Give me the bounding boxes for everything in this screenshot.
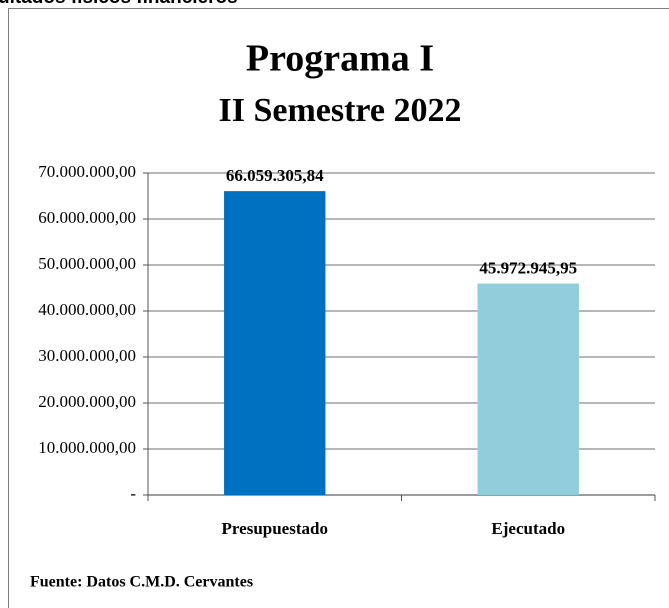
y-tick-label: 50.000.000,00 [38, 254, 136, 273]
y-tick-label: 30.000.000,00 [38, 346, 136, 365]
bar [224, 191, 326, 495]
x-tick-label: Presupuestado [222, 519, 328, 538]
y-tick-label: 60.000.000,00 [38, 208, 136, 227]
y-tick-label: - [130, 484, 136, 503]
y-tick-label: 70.000.000,00 [38, 162, 136, 181]
y-tick-label: 20.000.000,00 [38, 392, 136, 411]
data-label: 45.972.945,95 [479, 258, 577, 277]
data-label: 66.059.305,84 [226, 166, 324, 185]
page-title: ultados físicos financieros [0, 0, 238, 8]
y-tick-label: 10.000.000,00 [38, 438, 136, 457]
bar [477, 283, 579, 495]
x-tick-label: Ejecutado [491, 519, 565, 538]
source-note: Fuente: Datos C.M.D. Cervantes [30, 574, 253, 591]
y-tick-label: 40.000.000,00 [38, 300, 136, 319]
chart-title: Programa I [246, 38, 434, 80]
chart-subtitle: II Semestre 2022 [219, 92, 462, 129]
